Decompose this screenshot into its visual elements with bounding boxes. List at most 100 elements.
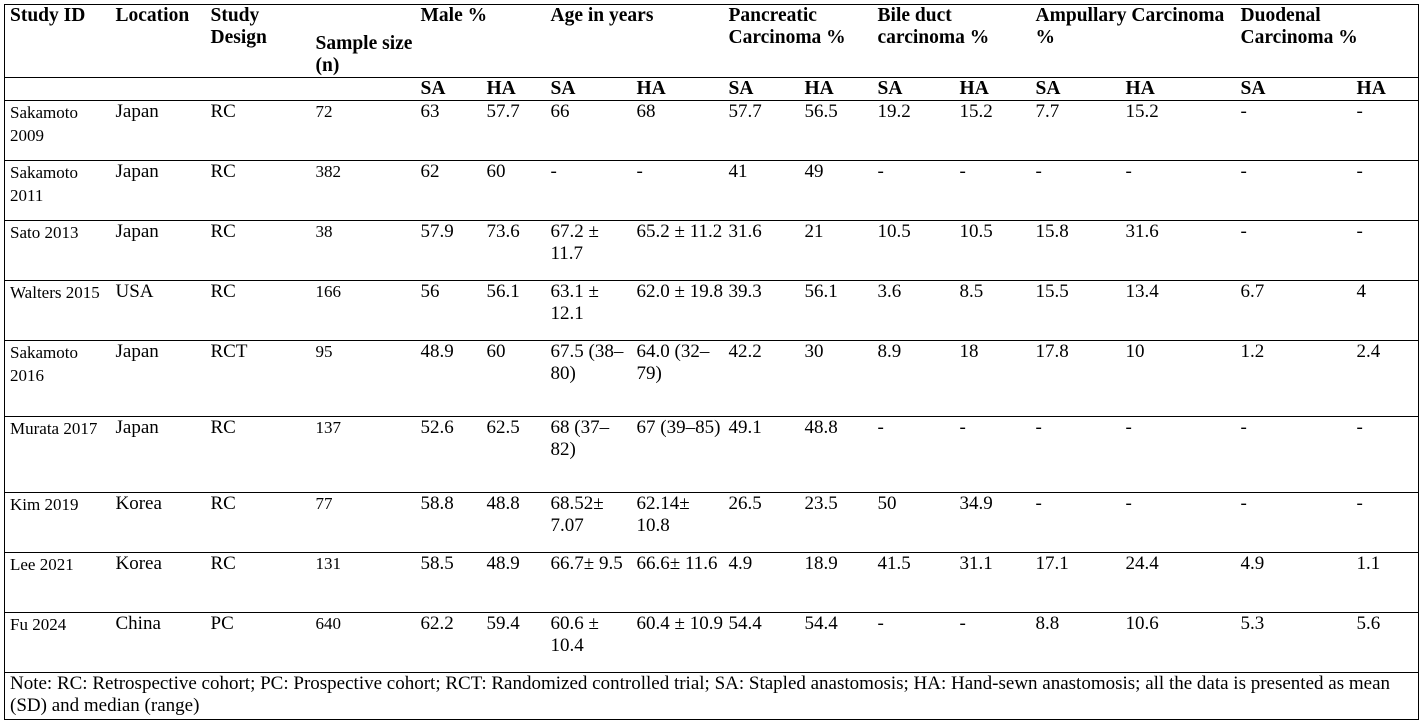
cell-amp-ha: 10.6 (1120, 612, 1236, 673)
cell-amp-sa: - (1030, 492, 1121, 553)
subheader-sa: SA (545, 77, 632, 101)
cell-bile-sa: 3.6 (872, 280, 955, 341)
subheader-sa: SA (723, 77, 800, 101)
cell-study-id: Sakamoto 2009 (4, 100, 111, 161)
cell-age-ha: 62.14± 10.8 (631, 492, 724, 553)
header-male: Male % (420, 5, 488, 26)
cell-study-design: RC (205, 552, 311, 613)
cell-duo-ha: - (1351, 416, 1419, 493)
cell-male-sa: 57.9 (415, 220, 482, 281)
cell-duo-ha: - (1351, 492, 1419, 553)
cell-bile-sa: - (872, 160, 955, 221)
cell-male-ha: 60 (481, 160, 546, 221)
cell-bile-ha: 18 (954, 340, 1031, 417)
cell-amp-ha: 31.6 (1120, 220, 1236, 281)
cell-amp-sa: 17.8 (1030, 340, 1121, 417)
cell-sample-size: 166 (310, 280, 416, 341)
header-location: Location (115, 5, 190, 26)
cell-age-sa: 60.6 ± 10.4 (545, 612, 632, 673)
cell-duo-ha: 2.4 (1351, 340, 1419, 417)
cell-panc-sa: 49.1 (723, 416, 800, 493)
cell-sample-size: 77 (310, 492, 416, 553)
cell-male-ha: 48.9 (481, 552, 546, 613)
cell-location: Japan (110, 160, 206, 221)
cell-study-design: RC (205, 220, 311, 281)
cell-bile-ha: - (954, 160, 1031, 221)
table-row: Sakamoto 2011 Japan RC 382 62 60- -41 49- - - - - - (4, 160, 1419, 221)
cell-amp-ha: 24.4 (1120, 552, 1236, 613)
cell-panc-sa: 4.9 (723, 552, 800, 613)
cell-amp-sa: 8.8 (1030, 612, 1121, 673)
cell-bile-sa: 8.9 (872, 340, 955, 417)
cell-male-sa: 48.9 (415, 340, 482, 417)
cell-age-sa: 68 (37–82) (545, 416, 632, 493)
cell-bile-ha: 31.1 (954, 552, 1031, 613)
cell-male-ha: 57.7 (481, 100, 546, 161)
cell-duo-ha: - (1351, 100, 1419, 161)
subheader-sa: SA (1030, 77, 1121, 101)
cell-duo-sa: 6.7 (1235, 280, 1352, 341)
cell-panc-sa: 26.5 (723, 492, 800, 553)
cell-male-sa: 56 (415, 280, 482, 341)
cell-panc-sa: 54.4 (723, 612, 800, 673)
cell-study-id: Fu 2024 (4, 612, 111, 673)
cell-amp-ha: - (1120, 492, 1236, 553)
header-duodenal: Duodenal Carcinoma % (1240, 5, 1358, 48)
header-bile-duct: Bile duct carcinoma % (877, 5, 990, 48)
cell-duo-ha: 5.6 (1351, 612, 1419, 673)
cell-duo-ha: 1.1 (1351, 552, 1419, 613)
table-body: Sakamoto 2009 Japan RC 72 63 57.7 66 68 57.7 56.5… (4, 100, 1419, 673)
cell-location: USA (110, 280, 206, 341)
cell-male-sa: 63 (415, 100, 482, 161)
cell-amp-ha: - (1120, 416, 1236, 493)
cell-amp-sa: 15.5 (1030, 280, 1121, 341)
cell-male-ha: 48.8 (481, 492, 546, 553)
table-row: Murata 2017 Japan RC 137 52.6 62.5 68 (37–82) 6… (4, 416, 1419, 493)
cell-location: Japan (110, 220, 206, 281)
cell-location: Japan (110, 100, 206, 161)
cell-duo-sa: 4.9 (1235, 552, 1352, 613)
cell-amp-ha: 15.2 (1120, 100, 1236, 161)
cell-amp-sa: 7.7 (1030, 100, 1121, 161)
cell-sample-size: 95 (310, 340, 416, 417)
cell-duo-ha: - (1351, 160, 1419, 221)
cell-panc-sa: 42.2 (723, 340, 800, 417)
cell-male-sa: 52.6 (415, 416, 482, 493)
subheader-empty (310, 77, 416, 101)
cell-age-ha: 64.0 (32–79) (631, 340, 724, 417)
cell-panc-ha: 18.9 (799, 552, 873, 613)
table-note: Note: RC: Retrospective cohort; PC: Pros… (4, 672, 1419, 720)
cell-amp-sa: 17.1 (1030, 552, 1121, 613)
cell-sample-size: 137 (310, 416, 416, 493)
cell-panc-sa: 39.3 (723, 280, 800, 341)
cell-bile-ha: - (954, 612, 1031, 673)
cell-duo-sa: 5.3 (1235, 612, 1352, 673)
subheader-sa: SA (415, 77, 482, 101)
cell-bile-sa: 41.5 (872, 552, 955, 613)
subheader-sa: SA (1235, 77, 1352, 101)
cell-male-sa: 62.2 (415, 612, 482, 673)
cell-male-ha: 62.5 (481, 416, 546, 493)
cell-male-ha: 56.1 (481, 280, 546, 341)
cell-bile-sa: 19.2 (872, 100, 955, 161)
cell-location: Japan (110, 416, 206, 493)
cell-sample-size: 72 (310, 100, 416, 161)
study-characteristics-table: Study ID Location Study Design Sample si… (4, 4, 1420, 720)
cell-male-ha: 60 (481, 340, 546, 417)
cell-panc-ha: 21 (799, 220, 873, 281)
cell-age-sa: 68.52± 7.07 (545, 492, 632, 553)
cell-study-design: RC (205, 280, 311, 341)
cell-panc-ha: 23.5 (799, 492, 873, 553)
cell-study-id: Sakamoto 2016 (4, 340, 111, 417)
subheader-ha: HA (481, 77, 546, 101)
cell-study-design: RC (205, 492, 311, 553)
subheader-ha: HA (954, 77, 1031, 101)
cell-age-sa: 67.2 ± 11.7 (545, 220, 632, 281)
subheader-row: SA HA SA HA SA HA SA HA SA HA SA HA (4, 77, 1419, 101)
header-ampullary: Ampullary Carcinoma % (1035, 5, 1225, 48)
cell-study-design: PC (205, 612, 311, 673)
cell-age-sa: 63.1 ± 12.1 (545, 280, 632, 341)
cell-duo-sa: - (1235, 416, 1352, 493)
cell-age-ha: - (631, 160, 724, 221)
table-row: Kim 2019 Korea RC 77 58.8 48.8 68.52± 7.07 62.1… (4, 492, 1419, 553)
